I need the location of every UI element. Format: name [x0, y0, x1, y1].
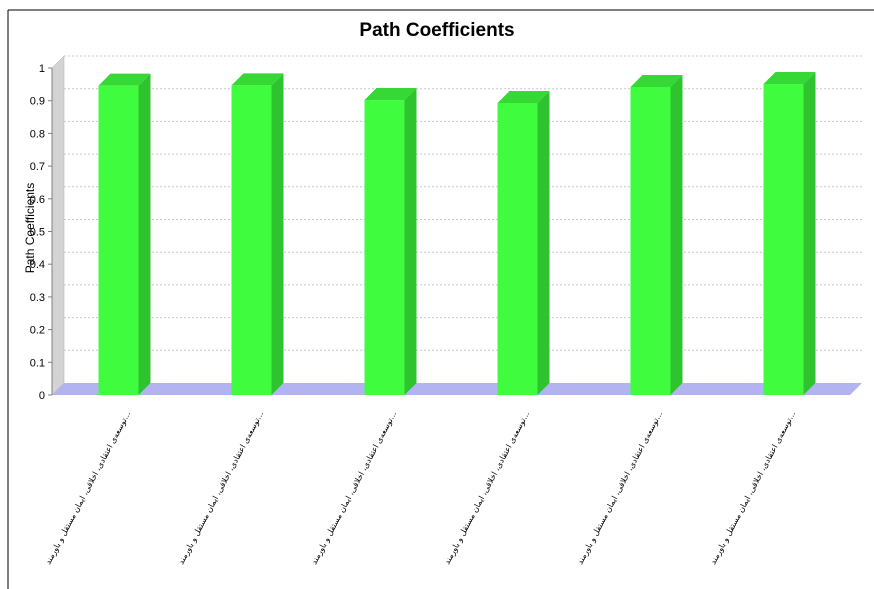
bar: [497, 102, 538, 395]
y-tick-label: 0.9: [30, 96, 45, 108]
bar-top: [98, 73, 151, 86]
y-tick-label: 0.7: [30, 161, 45, 173]
x-tick-label: توسعه‌ی اعتقادی، اخلاقی، ایمان مستقل و ب…: [708, 410, 797, 566]
y-tick-label: 1: [39, 63, 45, 75]
bar-top: [763, 72, 816, 85]
x-tick-label: توسعه‌ی اعتقادی، اخلاقی، ایمان مستقل و ب…: [176, 410, 265, 566]
y-tick-label: 0.2: [30, 325, 45, 337]
bar-side: [271, 73, 284, 396]
bar-top: [630, 74, 683, 87]
bar-top: [231, 73, 284, 86]
y-tick-label: 0.5: [30, 227, 45, 239]
x-tick-label: توسعه‌ی اعتقادی، اخلاقی، ایمان مستقل و ب…: [43, 410, 132, 566]
bar: [231, 85, 272, 396]
x-tick-label: توسعه‌ی اعتقادی، اخلاقی، ایمان مستقل و ب…: [309, 410, 398, 566]
bar-side: [537, 90, 550, 395]
y-tick-label: 0.4: [30, 259, 45, 271]
bar-side: [803, 72, 816, 395]
y-tick-label: 0.1: [30, 357, 45, 369]
y-tick-label: 0.8: [30, 128, 45, 140]
chart-left-wall: [51, 55, 65, 396]
y-tick-label: 0: [39, 390, 45, 402]
chart-title: Path Coefficients: [359, 20, 515, 41]
bar: [364, 100, 405, 396]
y-tick-label: 0.3: [30, 292, 45, 304]
bar-side: [670, 74, 683, 395]
y-tick-label: 0.6: [30, 194, 45, 206]
chart-floor: [52, 383, 862, 395]
x-tick-label: توسعه‌ی اعتقادی، اخلاقی، ایمان مستقل و ب…: [575, 410, 664, 566]
bar: [630, 86, 671, 395]
bar-top: [497, 90, 550, 103]
bar: [763, 84, 804, 395]
bar-top: [364, 88, 417, 101]
bar-side: [404, 88, 417, 396]
x-tick-label: توسعه‌ی اعتقادی، اخلاقی، ایمان مستقل و ب…: [442, 410, 531, 566]
bar: [98, 85, 139, 396]
bar-side: [138, 73, 151, 396]
